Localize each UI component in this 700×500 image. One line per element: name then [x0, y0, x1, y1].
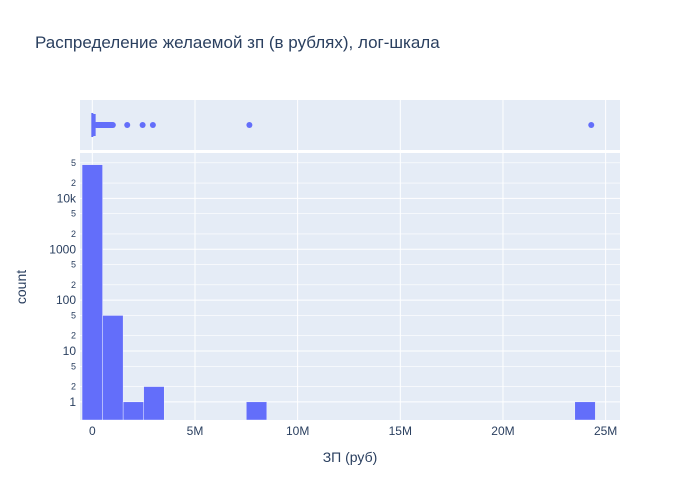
y-minor-tick-label: 5: [71, 361, 76, 371]
x-tick-label: 0: [89, 424, 96, 438]
y-minor-tick-label: 2: [71, 178, 76, 188]
histogram-bar: [81, 164, 103, 421]
y-tick-label: 100: [56, 293, 76, 307]
x-tick-label: 5M: [187, 424, 204, 438]
x-axis-ticks: 0 5M 10M 15M 20M 25M: [89, 424, 617, 438]
y-minor-tick-label: 5: [71, 209, 76, 219]
y-tick-label: 1: [69, 395, 76, 409]
chart-title: Распределение желаемой зп (в рублях), ло…: [35, 33, 440, 52]
x-tick-label: 20M: [491, 424, 514, 438]
histogram-bar: [246, 401, 268, 421]
histogram-bar: [574, 401, 596, 421]
box-outlier-point: [588, 122, 595, 128]
histogram-bar: [102, 315, 124, 421]
box-outlier-point: [109, 122, 116, 128]
y-minor-tick-label: 5: [71, 310, 76, 320]
x-tick-label: 15M: [389, 424, 412, 438]
y-tick-label: 1000: [49, 242, 76, 256]
x-axis-title: ЗП (руб): [323, 449, 378, 465]
y-tick-label: 10: [63, 344, 77, 358]
box-outlier-point: [124, 122, 131, 128]
histogram-bars: [81, 164, 596, 421]
box-plot-area: [80, 100, 620, 150]
box-plot: [91, 113, 595, 137]
y-minor-tick-label: 2: [71, 382, 76, 392]
grid-lines: [80, 100, 620, 420]
box-outlier-point: [139, 122, 146, 128]
y-axis-ticks: 2 5 2 5 2 5 2 5 2 5 1 10 100 1000 10k: [49, 158, 77, 409]
y-minor-tick-label: 2: [71, 229, 76, 239]
box-outlier-point: [246, 122, 253, 128]
x-tick-label: 25M: [594, 424, 617, 438]
x-tick-label: 10M: [286, 424, 309, 438]
y-tick-label: 10k: [57, 191, 77, 205]
y-minor-tick-label: 2: [71, 331, 76, 341]
histogram-bar: [143, 386, 165, 421]
histogram-bar: [122, 401, 144, 421]
y-axis-title: count: [13, 270, 29, 304]
y-minor-tick-label: 2: [71, 280, 76, 290]
histogram-plot-area: [80, 153, 620, 420]
box-outlier-point: [149, 122, 156, 128]
y-minor-tick-label: 5: [71, 158, 76, 168]
y-minor-tick-label: 5: [71, 260, 76, 270]
